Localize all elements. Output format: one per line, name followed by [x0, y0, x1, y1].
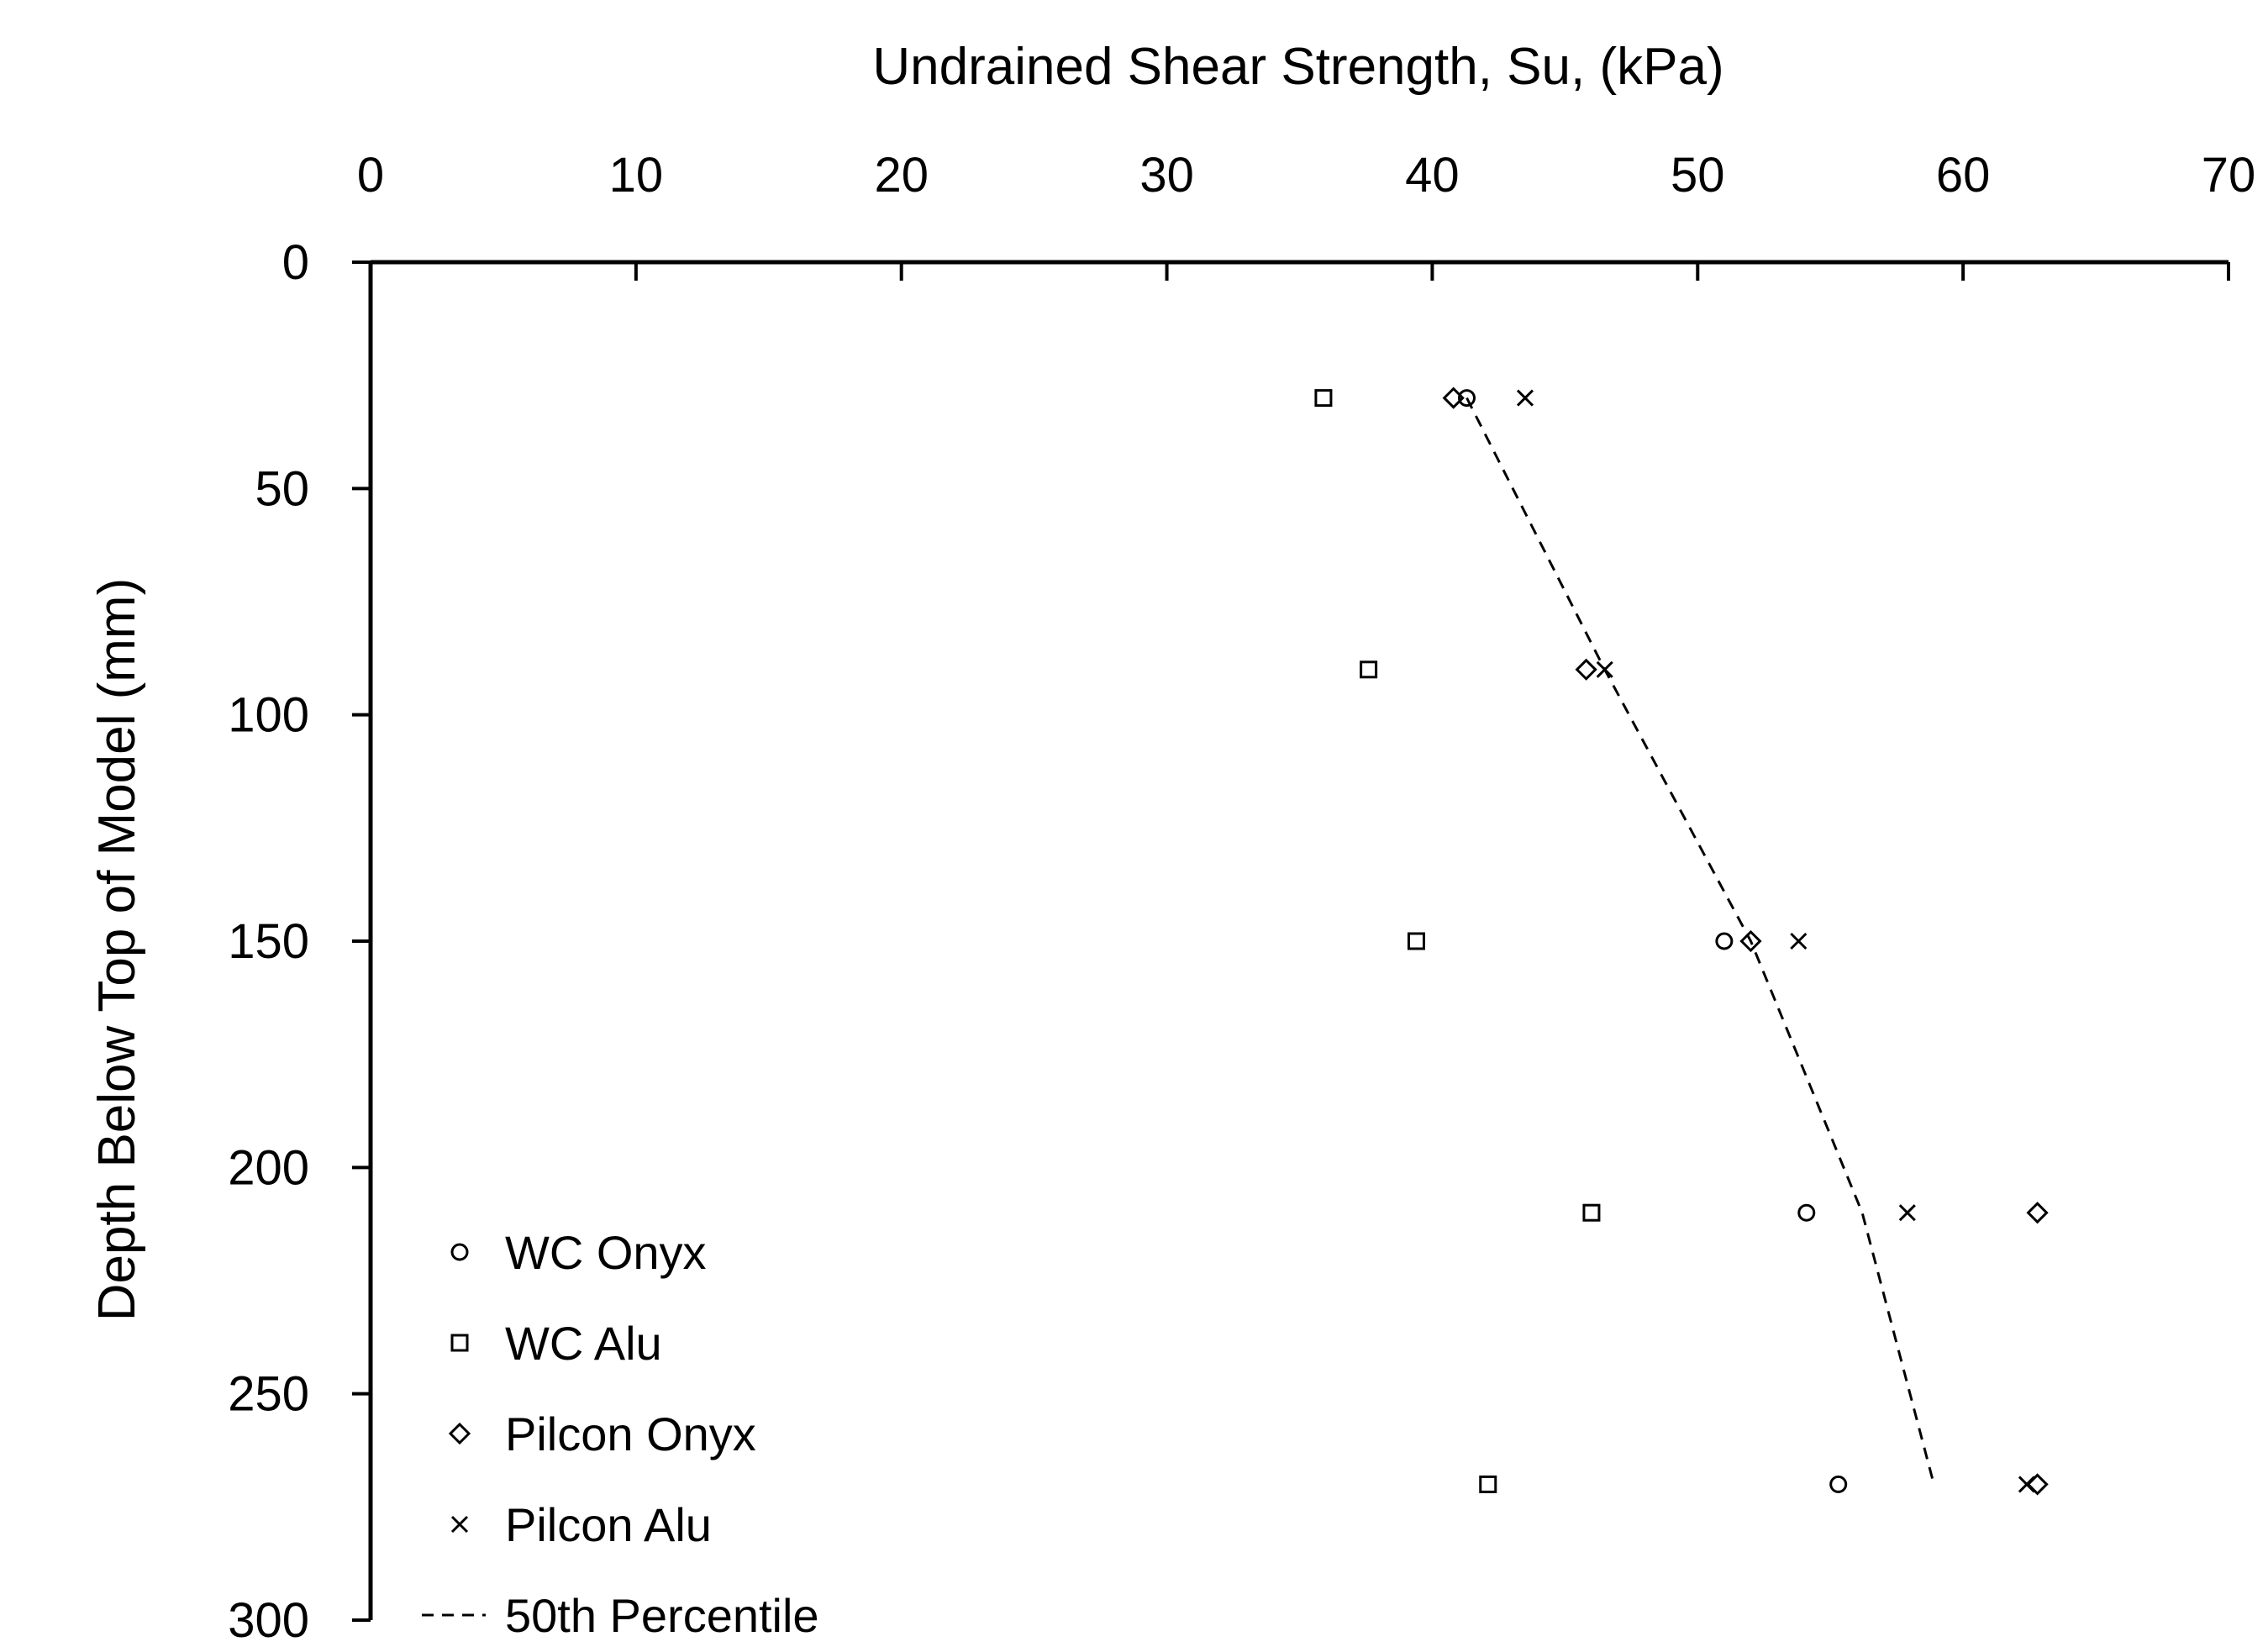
y-ticks: 0 50 100 150 200 250 300	[228, 235, 371, 1647]
y-tick-label: 50	[255, 461, 309, 516]
x-axis-title: Undrained Shear Strength, Su, (kPa)	[872, 38, 1723, 96]
y-axis-title: Depth Below Top of Model (mm)	[88, 578, 146, 1321]
legend-label: WC Alu	[505, 1317, 662, 1370]
y-tick-label: 150	[228, 914, 309, 969]
legend-item: WC Alu	[450, 1317, 662, 1370]
pilcon-alu-point	[1596, 660, 1613, 678]
legend-label: Pilcon Onyx	[505, 1408, 756, 1460]
x-tick-label: 20	[874, 148, 929, 203]
data-markers	[1314, 387, 2049, 1496]
legend-swatch	[450, 1243, 469, 1261]
wc-onyx-point	[1457, 389, 1476, 408]
pilcon-alu-point	[2018, 1476, 2036, 1493]
x-tick-label: 10	[609, 148, 664, 203]
y-tick-label: 100	[228, 688, 309, 743]
legend-swatch	[450, 1334, 469, 1352]
y-tick-label: 200	[228, 1140, 309, 1195]
x-tick-label: 50	[1671, 148, 1725, 203]
x-tick-label: 30	[1139, 148, 1194, 203]
legend-label: 50th Percentile	[505, 1589, 819, 1642]
y-tick-label: 250	[228, 1367, 309, 1422]
pilcon-onyx-point	[2026, 1202, 2049, 1224]
pilcon-alu-point	[1516, 389, 1534, 407]
pilcon-alu-point	[1898, 1204, 1916, 1222]
percentile-50-line	[1466, 397, 1935, 1485]
legend-swatch	[448, 1422, 471, 1445]
x-ticks: 0 10 20 30 40 50 60 70	[357, 148, 2255, 281]
y-tick-label: 0	[282, 235, 309, 290]
legend-item: Pilcon Onyx	[448, 1408, 756, 1460]
pilcon-onyx-point	[1739, 929, 1762, 953]
legend-swatch	[450, 1515, 469, 1534]
legend: WC Onyx WC Alu Pilcon Onyx Pilcon Alu 50th P…	[422, 1226, 819, 1642]
legend-label: WC Onyx	[505, 1226, 707, 1279]
wc-alu-point	[1582, 1203, 1601, 1222]
wc-onyx-point	[1797, 1203, 1816, 1222]
legend-item: Pilcon Alu	[450, 1498, 712, 1551]
x-tick-label: 40	[1405, 148, 1460, 203]
wc-alu-point	[1360, 660, 1378, 679]
legend-item: WC Onyx	[450, 1226, 707, 1279]
pilcon-onyx-point	[1442, 387, 1465, 409]
legend-label: Pilcon Alu	[505, 1498, 712, 1551]
wc-alu-point	[1479, 1475, 1497, 1493]
legend-item: 50th Percentile	[422, 1589, 819, 1642]
x-tick-label: 0	[357, 148, 384, 203]
pilcon-onyx-point	[1575, 658, 1597, 681]
wc-alu-point	[1314, 389, 1333, 408]
y-tick-label: 300	[228, 1593, 309, 1647]
pilcon-alu-point	[1790, 932, 1808, 950]
pilcon-onyx-point	[2026, 1473, 2049, 1496]
x-tick-label: 60	[1936, 148, 1991, 203]
wc-onyx-point	[1715, 932, 1734, 950]
wc-alu-point	[1407, 932, 1425, 950]
x-tick-label: 70	[2202, 148, 2256, 203]
wc-onyx-point	[1829, 1475, 1848, 1493]
